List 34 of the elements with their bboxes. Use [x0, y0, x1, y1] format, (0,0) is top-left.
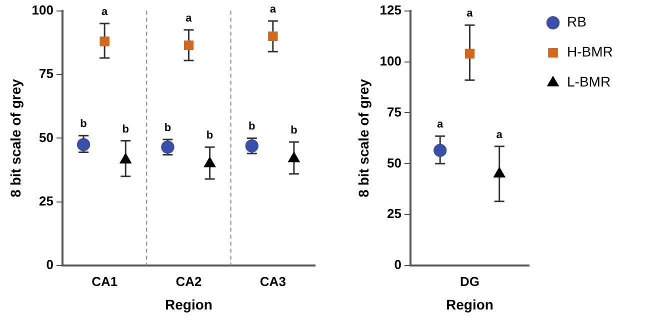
data-label: b [248, 120, 256, 133]
x-tick-label: CA1 [92, 274, 118, 289]
y-tick-label: 0 [394, 257, 402, 272]
x-tick-label: DG [460, 274, 480, 289]
y-tick-label: 75 [387, 104, 402, 120]
y-tick-label: 100 [380, 53, 402, 68]
legend-label: RB [567, 14, 586, 30]
data-label: a [437, 118, 444, 131]
y-axis-title: 8 bit scale of grey [7, 78, 24, 198]
data-label: a [186, 12, 193, 24]
x-axis-title: Region [446, 296, 494, 312]
y-tick-label: 125 [380, 2, 402, 18]
x-tick-label: CA3 [260, 274, 286, 289]
y-axis-title: 8 bit scale of grey [355, 78, 372, 198]
data-label: a [466, 8, 474, 20]
x-axis-title: Region [165, 296, 212, 312]
y-tick-label: 75 [39, 66, 54, 82]
y-tick-label: 25 [387, 206, 402, 222]
data-label: b [122, 123, 130, 136]
legend-label: L-BMR [567, 74, 611, 90]
y-tick-label: 100 [32, 2, 54, 18]
x-tick-label: CA2 [176, 274, 202, 289]
data-label: a [270, 4, 277, 16]
data-label: b [164, 122, 172, 134]
data-label: b [80, 118, 88, 130]
y-tick-label: 25 [39, 193, 54, 208]
y-tick-label: 50 [387, 155, 402, 170]
data-label: a [496, 128, 504, 141]
data-label: b [290, 124, 298, 137]
y-tick-label: 50 [39, 130, 54, 145]
y-tick-label: 0 [46, 257, 54, 272]
data-label: a [102, 6, 109, 18]
legend-label: H-BMR [567, 44, 613, 60]
data-label: b [206, 130, 214, 142]
